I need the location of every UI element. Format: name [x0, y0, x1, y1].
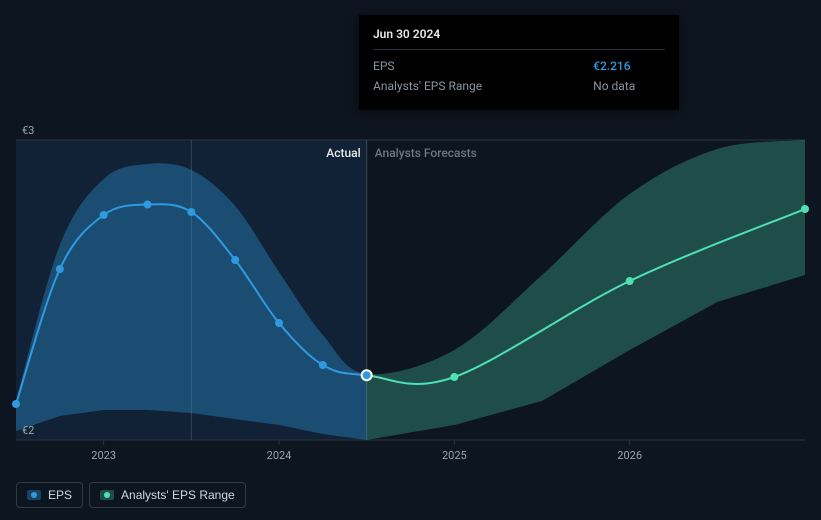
legend-swatch: [27, 490, 41, 500]
x-tick-label: 2024: [267, 449, 292, 462]
tooltip-date: Jun 30 2024: [373, 25, 665, 50]
tooltip-row: Analysts' EPS Range No data: [373, 76, 665, 96]
tooltip-row-label: EPS: [373, 56, 593, 76]
section-label-forecast: Analysts Forecasts: [375, 146, 477, 160]
chart-tooltip: Jun 30 2024 EPS €2.216 Analysts' EPS Ran…: [359, 15, 679, 110]
tooltip-row: EPS €2.216: [373, 56, 665, 76]
legend-swatch: [100, 490, 114, 500]
x-tick-label: 2025: [442, 449, 467, 462]
tooltip-row-value: No data: [593, 76, 665, 96]
legend-item-label: EPS: [48, 488, 72, 502]
chart-legend: EPS Analysts' EPS Range: [16, 482, 246, 508]
tooltip-row-label: Analysts' EPS Range: [373, 76, 593, 96]
tooltip-table: EPS €2.216 Analysts' EPS Range No data: [373, 56, 665, 96]
eps-chart: €2 €3 2023 2024 2025 2026 Actual Analyst…: [0, 0, 821, 520]
tooltip-row-value: €2.216: [593, 56, 665, 76]
legend-item-eps[interactable]: EPS: [16, 482, 83, 508]
x-tick-label: 2023: [91, 449, 116, 462]
x-tick-label: 2026: [617, 449, 642, 462]
legend-item-range[interactable]: Analysts' EPS Range: [89, 482, 246, 508]
y-tick-label: €3: [22, 124, 34, 137]
y-tick-label: €2: [22, 424, 34, 437]
legend-item-label: Analysts' EPS Range: [121, 488, 235, 502]
section-label-actual: Actual: [326, 146, 360, 160]
